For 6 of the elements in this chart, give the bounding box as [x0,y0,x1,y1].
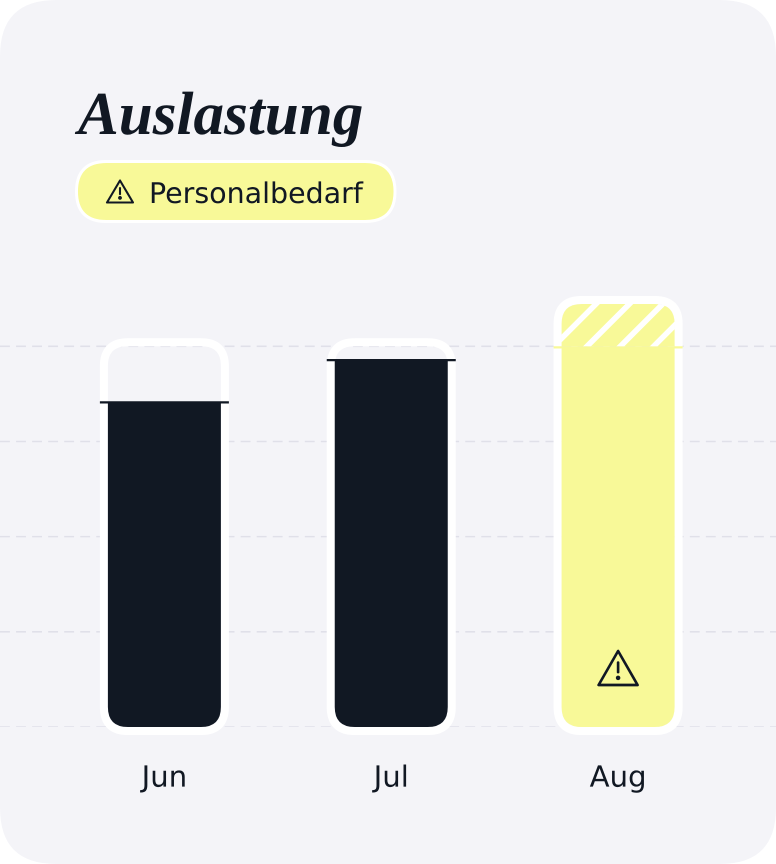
chart-title: Auslastung [74,92,362,148]
text: Personalbedarf [152,181,364,204]
x-tick-label: Aug [590,765,644,793]
x-tick-label: Jun [140,765,185,792]
x-tick-label: Jul [372,764,406,792]
bar [562,304,675,346]
